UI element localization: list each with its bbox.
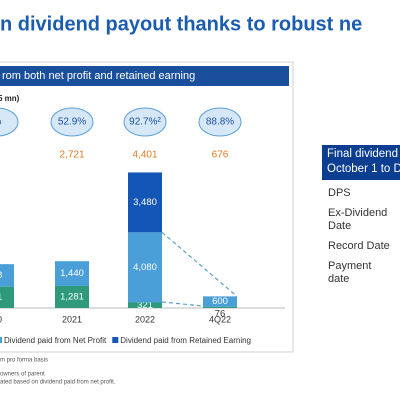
bar-segment — [128, 232, 162, 303]
bar-segment — [128, 302, 162, 308]
total-label: 2,721 — [59, 150, 84, 161]
table-row: Ex-Dividend Date — [328, 207, 388, 232]
bar-segment — [0, 286, 14, 308]
bar-segment — [55, 261, 89, 286]
payout-bubble — [123, 107, 167, 137]
bar-segment — [128, 172, 162, 233]
x-tick-label: 4Q22 — [209, 314, 231, 324]
data-label: 600 — [212, 296, 228, 307]
x-tick-label: 2021 — [62, 314, 82, 324]
table-header-line: October 1 to D — [327, 163, 400, 175]
payout-ratio: 88.8% — [206, 117, 234, 128]
data-label: 3,480 — [133, 197, 157, 208]
total-label: 676 — [212, 150, 229, 161]
payout-ratio: % — [0, 117, 2, 128]
legend-label: Dividend paid from Retained Earning — [120, 336, 251, 345]
payout-bubble — [50, 107, 94, 137]
bar-segment — [203, 306, 237, 308]
table-header-line: Final dividend — [327, 148, 398, 160]
data-label: 41 — [0, 292, 2, 303]
bar-segment — [0, 264, 14, 287]
data-label: 1,281 — [60, 291, 84, 302]
table-header: Final dividend October 1 to D — [322, 145, 400, 180]
panel-header — [0, 66, 289, 86]
data-label: 08 — [0, 270, 2, 281]
bar-segment — [203, 296, 237, 307]
bar-segment — [55, 285, 89, 308]
table-row: Record Date — [328, 240, 390, 252]
footnote: owners of parent — [0, 372, 45, 378]
x-tick-label: 2022 — [135, 314, 155, 324]
x-tick-label: 20 — [0, 314, 2, 324]
slide-title: n dividend payout thanks to robust ne — [0, 13, 362, 35]
payout-bubble — [0, 107, 19, 137]
data-label: 4,080 — [133, 262, 157, 273]
data-label: 321 — [137, 300, 153, 311]
payout-ratio: 52.9% — [58, 117, 86, 128]
table-row: DPS — [328, 187, 351, 199]
footnote: m pro forma basis — [0, 358, 48, 364]
panel-subtitle: rom both net profit and retained earning — [2, 70, 195, 82]
legend-swatch — [0, 337, 2, 343]
legend-swatch — [112, 337, 119, 343]
data-label: 1,440 — [60, 268, 84, 279]
payout-ratio: 92.7%² — [129, 117, 161, 128]
table-row: Payment date — [328, 260, 372, 285]
total-label: 4,401 — [132, 150, 157, 161]
footnote: ated based on dividend paid from net pro… — [0, 380, 116, 386]
legend-label: Dividend paid from Net Profit — [4, 336, 107, 345]
unit-label: 5 mn) — [0, 94, 20, 103]
payout-bubble — [198, 107, 242, 137]
data-label: 76 — [215, 309, 226, 320]
connector — [161, 231, 238, 297]
dividend-table: Final dividend October 1 to D DPS Ex-Div… — [322, 145, 400, 286]
